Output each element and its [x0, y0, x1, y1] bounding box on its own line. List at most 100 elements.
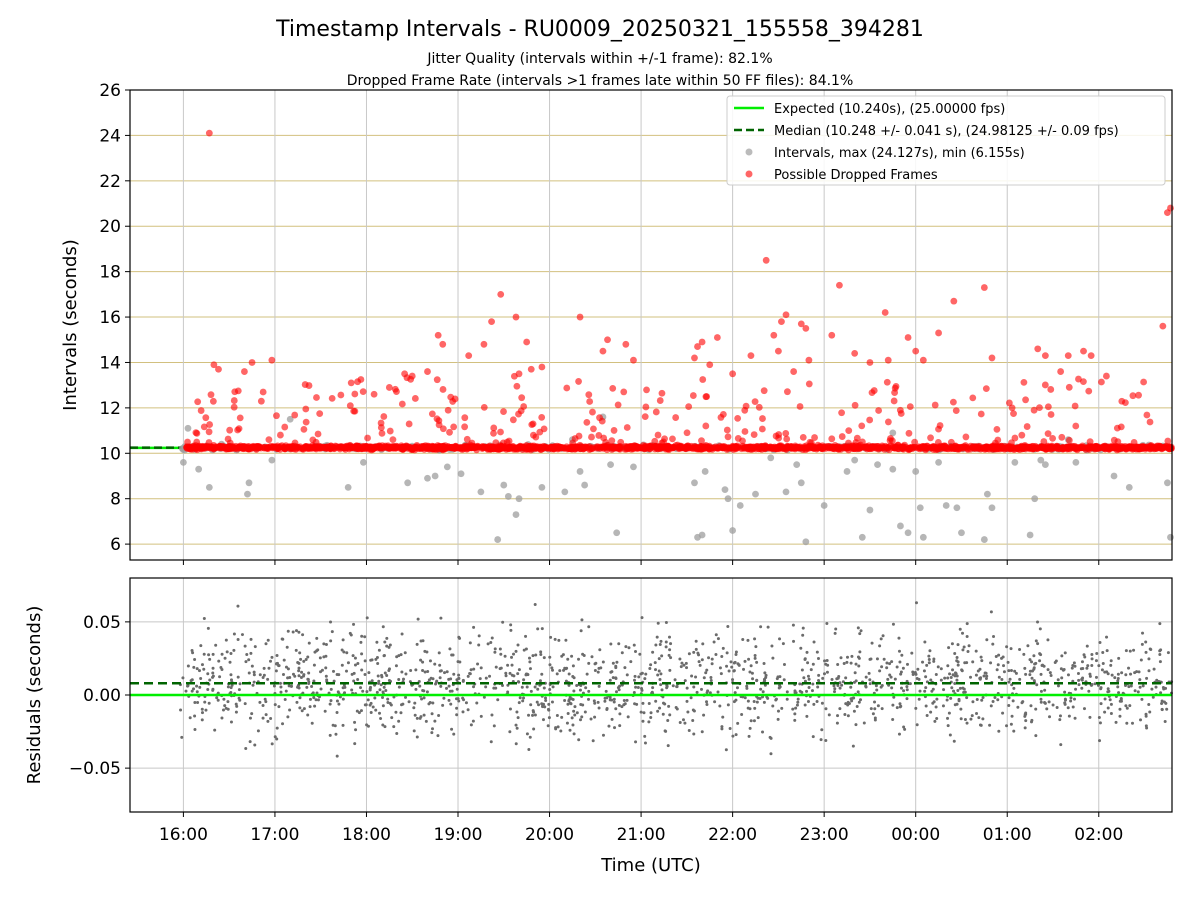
residual-point — [317, 698, 320, 701]
residual-point — [874, 717, 877, 720]
dropped-frame-point — [852, 402, 859, 409]
residual-point — [472, 685, 475, 688]
interval-point — [1011, 459, 1018, 466]
residual-point — [840, 656, 843, 659]
dropped-frame-point — [390, 436, 397, 443]
residual-point — [613, 698, 616, 701]
dropped-frame-point — [969, 394, 976, 401]
residual-point — [856, 705, 859, 708]
residual-point — [506, 664, 509, 667]
residual-point — [1107, 672, 1110, 675]
residual-point — [269, 660, 272, 663]
residual-point — [873, 700, 876, 703]
intervals-y-tick-label: 20 — [99, 217, 121, 237]
residual-point — [615, 690, 618, 693]
residual-point — [262, 704, 265, 707]
residual-point — [753, 719, 756, 722]
residual-point — [378, 688, 381, 691]
residual-point — [658, 707, 661, 710]
residual-point — [579, 689, 582, 692]
residual-point — [965, 661, 968, 664]
residual-point — [1007, 661, 1010, 664]
residual-point — [648, 667, 651, 670]
residual-point — [971, 660, 974, 663]
residual-point — [701, 642, 704, 645]
dropped-frame-point — [226, 427, 233, 434]
residual-point — [288, 676, 291, 679]
dropped-frame-point — [751, 431, 758, 438]
x-tick-label: 22:00 — [708, 825, 757, 845]
dropped-frame-point — [1069, 443, 1076, 450]
residual-point — [997, 663, 1000, 666]
dropped-frame-point — [806, 381, 813, 388]
residual-point — [928, 661, 931, 664]
residual-point — [480, 666, 483, 669]
dropped-frame-point — [202, 414, 209, 421]
dropped-frame-point — [1008, 439, 1015, 446]
interval-point — [958, 529, 965, 536]
residual-point — [515, 711, 518, 714]
dropped-frame-point — [206, 130, 213, 137]
residual-point — [923, 690, 926, 693]
dropped-frame-point — [839, 433, 846, 440]
dropped-frame-point — [599, 418, 606, 425]
residual-point — [643, 735, 646, 738]
residual-point — [725, 665, 728, 668]
dropped-frame-point — [783, 311, 790, 318]
residual-point — [729, 660, 732, 663]
interval-point — [1167, 534, 1174, 541]
residual-point — [796, 701, 799, 704]
dropped-frame-point — [1130, 392, 1137, 399]
residual-point — [394, 711, 397, 714]
residual-point — [448, 699, 451, 702]
residual-point — [570, 655, 573, 658]
dropped-frame-point — [277, 432, 284, 439]
dropped-frame-point — [698, 437, 705, 444]
residual-point — [389, 643, 392, 646]
residual-point — [720, 655, 723, 658]
dropped-frame-point — [699, 339, 706, 346]
dropped-frame-point — [451, 445, 458, 452]
residual-point — [808, 686, 811, 689]
dropped-frame-point — [439, 341, 446, 348]
x-tick-label: 02:00 — [1074, 825, 1123, 845]
residual-point — [744, 660, 747, 663]
residual-point — [1120, 671, 1123, 674]
residual-point — [731, 735, 734, 738]
residual-point — [767, 626, 770, 629]
residual-point — [797, 698, 800, 701]
residual-point — [852, 696, 855, 699]
residual-point — [217, 660, 220, 663]
residual-point — [940, 667, 943, 670]
dropped-frame-point — [611, 427, 618, 434]
dropped-frame-point — [800, 434, 807, 441]
residual-point — [953, 652, 956, 655]
residual-point — [249, 740, 252, 743]
interval-point — [206, 484, 213, 491]
residual-point — [426, 670, 429, 673]
residual-point — [212, 675, 215, 678]
dropped-frame-point — [808, 439, 815, 446]
dropped-frame-point — [406, 421, 413, 428]
residual-point — [923, 669, 926, 672]
dropped-frame-point — [892, 385, 899, 392]
residual-point — [686, 700, 689, 703]
dropped-frame-point — [1155, 444, 1162, 451]
interval-point — [244, 491, 251, 498]
residual-point — [805, 715, 808, 718]
residual-point — [278, 664, 281, 667]
residual-point — [488, 675, 491, 678]
residual-point — [755, 661, 758, 664]
residual-point — [991, 643, 994, 646]
dropped-frame-point — [481, 404, 488, 411]
residual-point — [1087, 690, 1090, 693]
dropped-frame-point — [790, 368, 797, 375]
dropped-frame-point — [725, 433, 732, 440]
interval-point — [424, 475, 431, 482]
residual-point — [711, 662, 714, 665]
residual-point — [685, 666, 688, 669]
dropped-frame-point — [575, 378, 582, 385]
dropped-frame-point — [301, 426, 308, 433]
dropped-frame-point — [302, 406, 309, 413]
residual-point — [544, 699, 547, 702]
